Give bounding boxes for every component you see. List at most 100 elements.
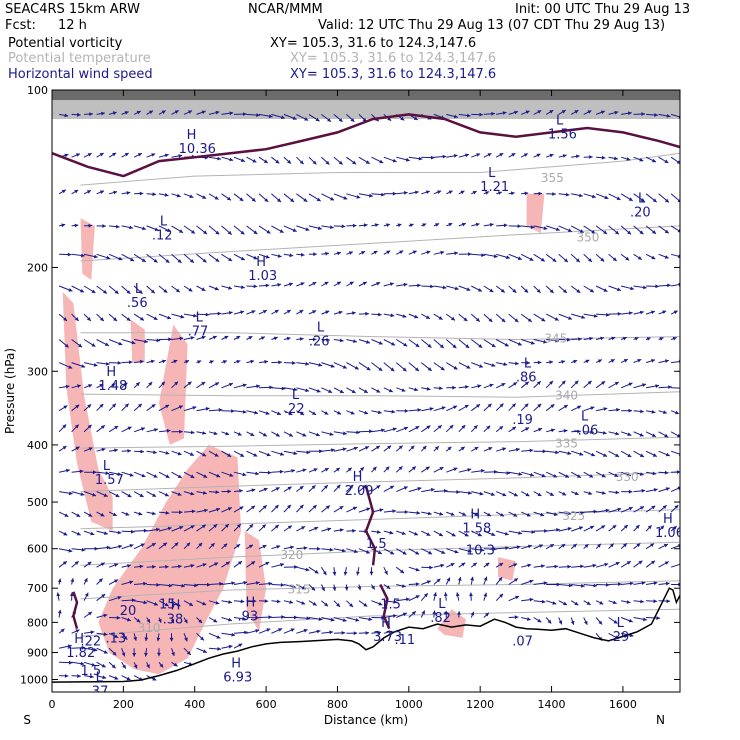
wind-vector-head	[378, 367, 383, 371]
wind-vector-head	[628, 111, 632, 116]
wind-vector-head	[313, 252, 317, 257]
wind-vector-head	[68, 548, 73, 553]
theta-contour	[80, 608, 680, 637]
wind-vector-head	[229, 111, 234, 116]
wind-vector-head	[481, 253, 485, 257]
wind-vector-head	[475, 317, 480, 322]
wind-vector-head	[555, 338, 560, 343]
extremum-value: .77	[188, 325, 209, 340]
wind-vector-head	[239, 197, 244, 201]
wind-vector-head	[93, 254, 98, 259]
wind-vector-head	[600, 257, 605, 262]
wind-vector-head	[102, 675, 107, 680]
wind-vector-head	[249, 544, 253, 549]
wind-vector-head	[577, 405, 582, 410]
wind-vector-head	[470, 611, 475, 616]
wind-vector-head	[529, 579, 534, 584]
wind-vector-head	[252, 159, 257, 163]
wind-vector-head	[354, 366, 359, 370]
wind-vector-head	[612, 600, 617, 605]
wind-vector-head	[567, 451, 572, 456]
extremum-marker: H	[256, 255, 266, 270]
wind-vector-head	[255, 471, 259, 476]
wind-vector-head	[600, 336, 604, 341]
wind-vector-head	[231, 581, 236, 585]
wind-vector-head	[338, 310, 343, 315]
wind-vector-head	[64, 674, 69, 678]
wind-vector-head	[637, 256, 642, 260]
y-tick-label: 1000	[20, 674, 48, 687]
wind-vector-head	[239, 506, 244, 510]
forecast-hours: 12 h	[58, 18, 87, 33]
wind-vector-head	[417, 487, 422, 491]
wind-vector-head	[62, 561, 67, 565]
field-pv-xy: XY= 105.3, 31.6 to 124.3,147.6	[270, 36, 477, 51]
wind-vector-head	[277, 198, 281, 203]
wind-vector-head	[561, 380, 566, 385]
wind-vector-head	[275, 487, 280, 491]
wind-vector-head	[570, 620, 575, 625]
wind-vector-head	[676, 160, 680, 164]
wind-vector	[670, 113, 680, 118]
wind-vector-head	[100, 512, 105, 517]
extremum-marker: L	[292, 388, 300, 403]
wind-vector-head	[655, 384, 660, 388]
extremum-value: .86	[516, 370, 537, 385]
wind-vector-head	[112, 512, 117, 516]
wind-vector-head	[324, 281, 329, 286]
wind-vector-head	[518, 531, 522, 535]
wind-vector-head	[129, 580, 134, 585]
wind-vector-head	[290, 628, 295, 632]
wind-vector-head	[93, 363, 98, 367]
wind-vector-head	[141, 473, 146, 478]
wind-vector-head	[646, 337, 651, 341]
extremum-value: 15	[159, 597, 176, 612]
wind-vector-head	[527, 318, 532, 322]
extremum-marker: L	[438, 597, 446, 612]
wind-vector-head	[88, 611, 92, 616]
wind-vector-head	[401, 531, 406, 535]
wind-vector-head	[491, 532, 496, 536]
wind-vector-head	[62, 424, 67, 429]
wind-vector-head	[114, 290, 119, 294]
wind-vector-head	[224, 335, 229, 340]
wind-vector-head	[390, 313, 395, 318]
extremum-marker: L	[488, 166, 496, 181]
wind-vector-head	[353, 339, 357, 343]
wind-vector-head	[613, 620, 618, 624]
extremum-marker: L	[103, 459, 111, 474]
wind-vector-head	[231, 409, 235, 413]
wind-vector-head	[563, 405, 568, 409]
wind-vector-head	[615, 562, 620, 566]
wind-vector-head	[561, 110, 566, 114]
wind-vector-head	[586, 601, 591, 605]
wind-vector-head	[316, 389, 321, 393]
wind-vector-head	[139, 359, 144, 364]
wind-vector-head	[175, 288, 180, 293]
y-tick-label: 700	[27, 582, 48, 595]
wind-vector-head	[189, 259, 194, 263]
wind-vector-head	[189, 602, 193, 606]
field-theta-xy: XY= 105.3, 31.6 to 124.3,147.6	[290, 51, 497, 66]
wind-vector-head	[427, 367, 432, 371]
wind-vector-head	[236, 336, 241, 340]
wind-vector-head	[305, 361, 309, 366]
wind-vector-head	[415, 343, 420, 347]
wind-vector-head	[339, 389, 344, 393]
wind-vector-head	[130, 529, 135, 534]
wind-vector-head	[647, 525, 652, 530]
wind-vector-head	[639, 433, 644, 437]
wind-vector-head	[165, 259, 170, 263]
wind-vector	[670, 253, 680, 258]
wind-vector-head	[186, 542, 191, 547]
wind-vector-head	[74, 223, 79, 228]
wind-vector-head	[356, 430, 360, 435]
valid-time: Valid: 12 UTC Thu 29 Aug 13 (07 CDT Thu …	[318, 18, 666, 33]
theta-contour	[80, 541, 680, 566]
x-tick-label: 600	[256, 698, 277, 711]
y-tick-label: 800	[27, 616, 48, 629]
wind-vector-head	[122, 664, 126, 669]
wind-vector-head	[424, 593, 428, 598]
wind-vector-head	[74, 561, 79, 566]
wind-vector-head	[403, 282, 408, 287]
